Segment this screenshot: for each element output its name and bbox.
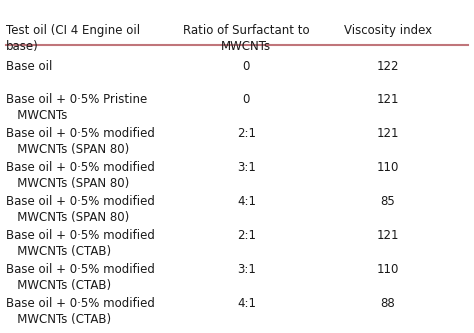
Text: Viscosity index: Viscosity index <box>344 24 432 37</box>
Text: 2:1: 2:1 <box>237 127 256 141</box>
Text: 3:1: 3:1 <box>237 263 256 276</box>
Text: Test oil (CI 4 Engine oil
base): Test oil (CI 4 Engine oil base) <box>6 24 140 53</box>
Text: 121: 121 <box>376 127 399 141</box>
Text: 4:1: 4:1 <box>237 297 256 310</box>
Text: Base oil + 0·5% modified
   MWCNTs (SPAN 80): Base oil + 0·5% modified MWCNTs (SPAN 80… <box>6 195 155 224</box>
Text: 121: 121 <box>376 94 399 107</box>
Text: 0: 0 <box>243 94 250 107</box>
Text: 110: 110 <box>377 263 399 276</box>
Text: Base oil + 0·5% modified
   MWCNTs (CTAB): Base oil + 0·5% modified MWCNTs (CTAB) <box>6 297 155 326</box>
Text: Base oil + 0·5% modified
   MWCNTs (SPAN 80): Base oil + 0·5% modified MWCNTs (SPAN 80… <box>6 161 155 190</box>
Text: 88: 88 <box>381 297 395 310</box>
Text: 121: 121 <box>376 229 399 242</box>
Text: 110: 110 <box>377 161 399 174</box>
Text: 4:1: 4:1 <box>237 195 256 208</box>
Text: Base oil + 0·5% Pristine
   MWCNTs: Base oil + 0·5% Pristine MWCNTs <box>6 94 147 123</box>
Text: 2:1: 2:1 <box>237 229 256 242</box>
Text: Ratio of Surfactant to
MWCNTs: Ratio of Surfactant to MWCNTs <box>183 24 310 53</box>
Text: 0: 0 <box>243 60 250 73</box>
Text: 3:1: 3:1 <box>237 161 256 174</box>
Text: 85: 85 <box>381 195 395 208</box>
Text: Base oil + 0·5% modified
   MWCNTs (CTAB): Base oil + 0·5% modified MWCNTs (CTAB) <box>6 229 155 258</box>
Text: Base oil + 0·5% modified
   MWCNTs (SPAN 80): Base oil + 0·5% modified MWCNTs (SPAN 80… <box>6 127 155 157</box>
Text: 122: 122 <box>376 60 399 73</box>
Text: Base oil: Base oil <box>6 60 53 73</box>
Text: Base oil + 0·5% modified
   MWCNTs (CTAB): Base oil + 0·5% modified MWCNTs (CTAB) <box>6 263 155 292</box>
